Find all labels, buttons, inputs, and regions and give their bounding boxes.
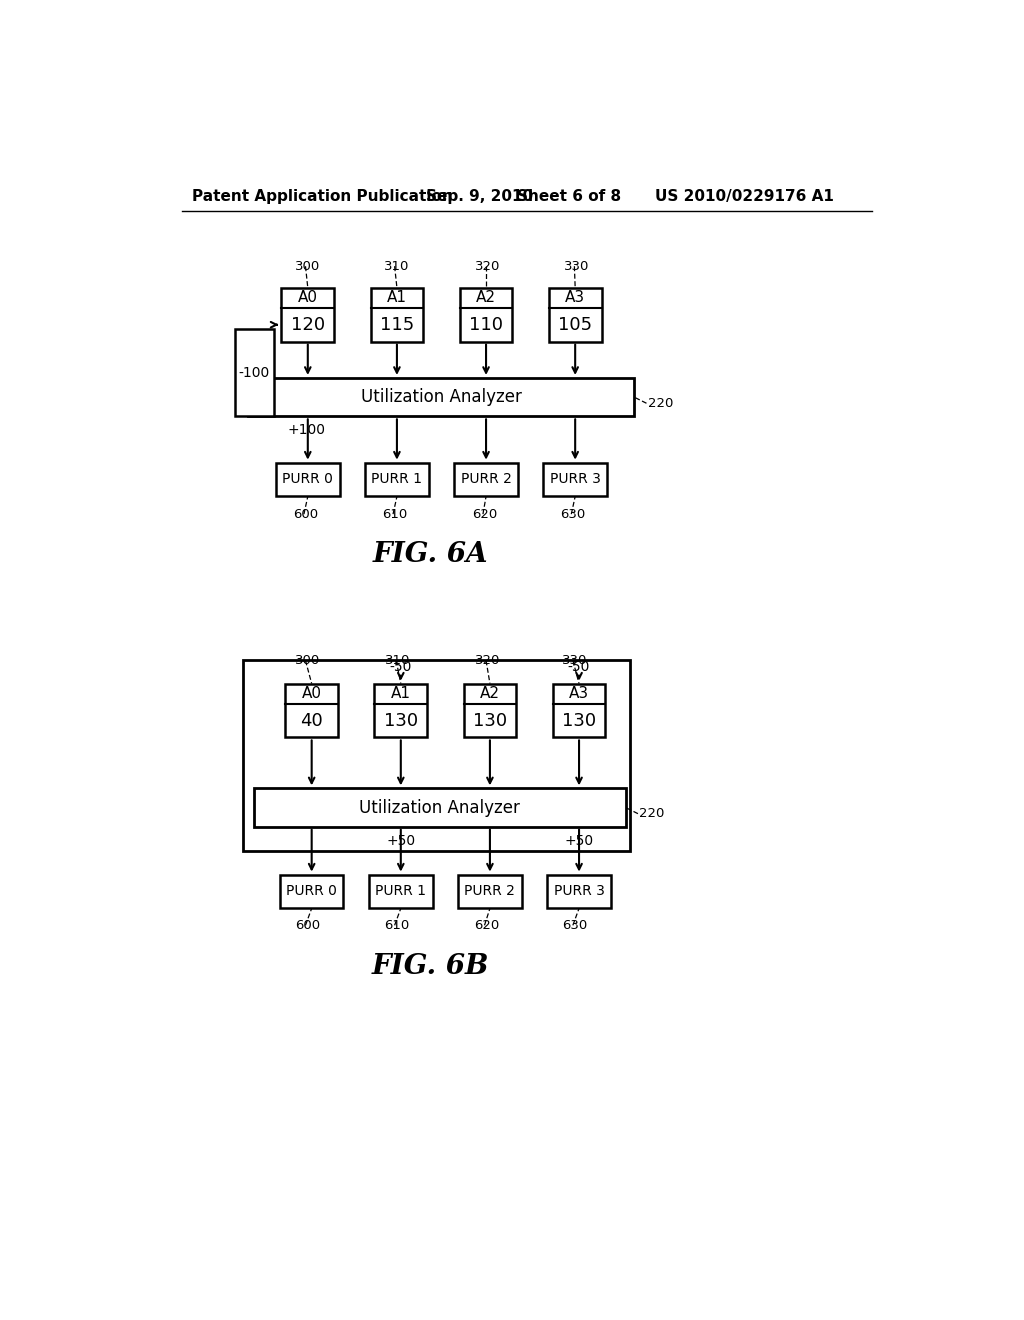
Text: 130: 130 (384, 711, 418, 730)
Text: Sep. 9, 2010: Sep. 9, 2010 (426, 189, 534, 205)
Bar (549, 288, 601, 342)
Text: 320: 320 (475, 260, 501, 273)
Text: PURR 3: PURR 3 (554, 884, 604, 899)
Text: -50: -50 (389, 660, 412, 673)
Text: 630: 630 (560, 508, 586, 520)
Text: 620: 620 (472, 508, 498, 520)
Text: FIG. 6A: FIG. 6A (373, 541, 488, 569)
Text: 330: 330 (562, 653, 588, 667)
Text: Sheet 6 of 8: Sheet 6 of 8 (517, 189, 622, 205)
Text: 310: 310 (384, 260, 410, 273)
Text: Utilization Analyzer: Utilization Analyzer (359, 799, 520, 817)
Bar (458, 875, 521, 908)
Text: 40: 40 (300, 711, 323, 730)
Text: 310: 310 (385, 653, 411, 667)
Text: A1: A1 (387, 290, 407, 305)
Text: 220: 220 (640, 807, 665, 820)
Bar (234, 330, 273, 416)
Text: 220: 220 (648, 397, 674, 409)
Bar (280, 875, 343, 908)
Text: -100: -100 (239, 366, 270, 380)
Text: PURR 0: PURR 0 (287, 884, 337, 899)
Text: A0: A0 (298, 290, 317, 305)
Text: 300: 300 (295, 260, 319, 273)
Bar (276, 462, 340, 496)
Bar (375, 684, 427, 738)
Bar (455, 462, 518, 496)
Text: PURR 0: PURR 0 (283, 473, 333, 487)
Text: 630: 630 (562, 919, 587, 932)
Text: Patent Application Publication: Patent Application Publication (193, 189, 453, 205)
Text: PURR 1: PURR 1 (372, 473, 423, 487)
Text: +50: +50 (386, 834, 416, 847)
Bar (243, 660, 630, 851)
Text: -50: -50 (568, 660, 590, 673)
Text: 120: 120 (291, 315, 325, 334)
Bar (547, 875, 611, 908)
Text: PURR 2: PURR 2 (461, 473, 511, 487)
Text: 320: 320 (475, 653, 501, 667)
Text: A0: A0 (302, 686, 322, 701)
Bar (248, 378, 634, 416)
Text: PURR 1: PURR 1 (376, 884, 426, 899)
Bar (460, 288, 512, 342)
Text: 300: 300 (295, 653, 319, 667)
Text: 620: 620 (474, 919, 499, 932)
Text: 600: 600 (295, 919, 319, 932)
Text: 105: 105 (558, 315, 592, 334)
Text: 110: 110 (469, 315, 503, 334)
Text: PURR 3: PURR 3 (550, 473, 601, 487)
Bar (369, 875, 432, 908)
Text: 330: 330 (563, 260, 589, 273)
Text: A1: A1 (391, 686, 411, 701)
Text: US 2010/0229176 A1: US 2010/0229176 A1 (655, 189, 834, 205)
Bar (553, 684, 605, 738)
Bar (366, 462, 429, 496)
Text: A3: A3 (565, 290, 586, 305)
Text: Utilization Analyzer: Utilization Analyzer (360, 388, 521, 407)
Text: FIG. 6B: FIG. 6B (372, 953, 489, 981)
Bar (282, 288, 334, 342)
Text: 130: 130 (473, 711, 507, 730)
Text: 115: 115 (380, 315, 414, 334)
Text: 610: 610 (384, 919, 409, 932)
Bar (286, 684, 338, 738)
Text: 610: 610 (382, 508, 408, 520)
Text: A2: A2 (476, 290, 496, 305)
Text: A2: A2 (480, 686, 500, 701)
Text: PURR 2: PURR 2 (465, 884, 515, 899)
Bar (371, 288, 423, 342)
Bar (544, 462, 607, 496)
Text: +100: +100 (288, 424, 326, 437)
Text: A3: A3 (569, 686, 589, 701)
Text: 600: 600 (293, 508, 318, 520)
Text: +50: +50 (564, 834, 594, 847)
Text: 130: 130 (562, 711, 596, 730)
Bar (254, 788, 626, 826)
Bar (464, 684, 516, 738)
